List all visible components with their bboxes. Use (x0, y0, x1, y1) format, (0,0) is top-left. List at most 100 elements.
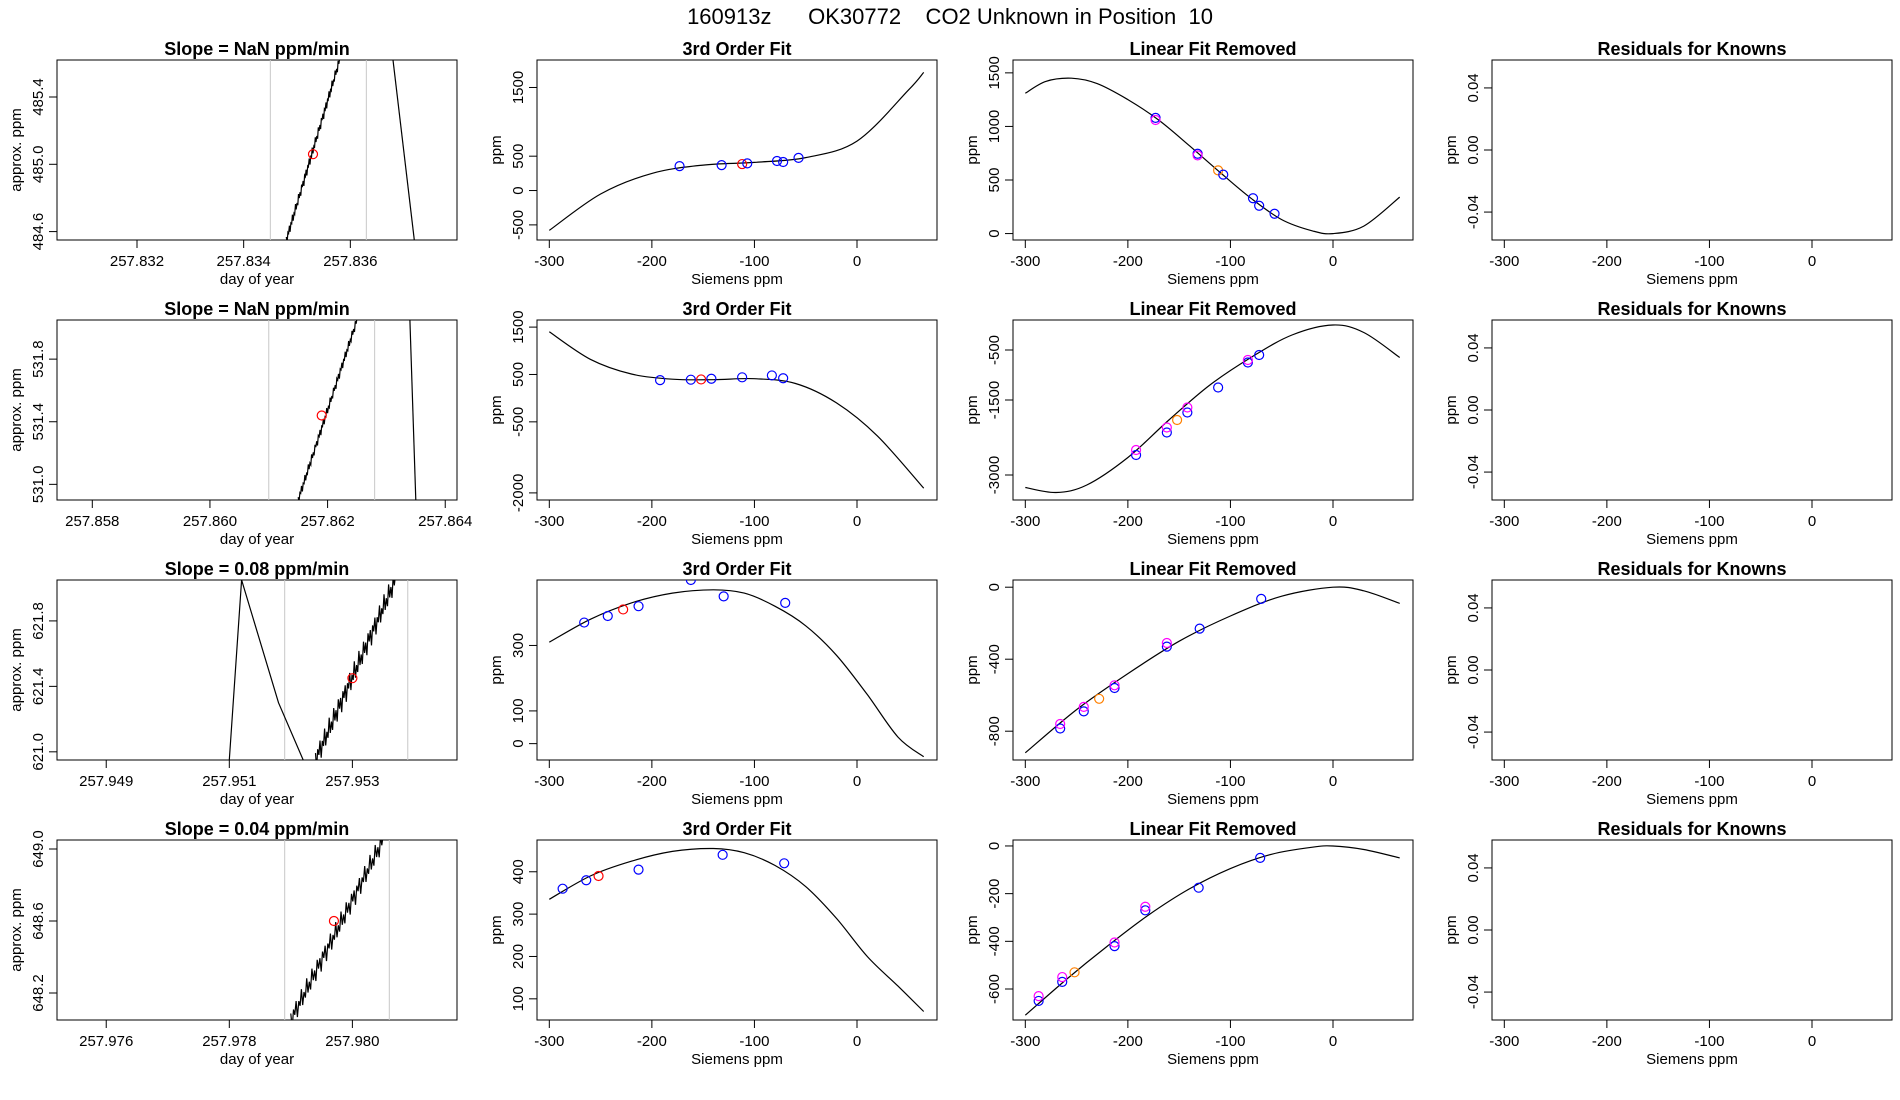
x-tick-label: 257.978 (202, 1033, 256, 1050)
y-tick-label: -3000 (986, 456, 1003, 494)
panel-title: Linear Fit Removed (1129, 559, 1296, 579)
y-tick-label: -0.04 (1465, 455, 1482, 489)
y-tick-label: 500 (986, 167, 1003, 192)
data-point (742, 158, 753, 169)
x-axis-label: Siemens ppm (691, 531, 783, 548)
y-tick-label: 531.4 (30, 403, 47, 441)
data-point (1109, 940, 1120, 952)
x-axis-label: day of year (220, 791, 294, 808)
plot-frame (1012, 839, 1414, 1021)
plot-frame (536, 59, 938, 241)
x-tick-label: -100 (1215, 773, 1245, 790)
y-tick-label: 648.2 (30, 974, 47, 1012)
data-point (618, 604, 629, 615)
panel: Slope = NaN ppm/min 257.858 257.860 257.862… (8, 299, 472, 548)
y-axis-label: ppm (964, 915, 981, 944)
data-point (1192, 150, 1203, 161)
panel-title: 3rd Order Fit (682, 559, 791, 579)
y-axis-label: ppm (488, 135, 505, 164)
x-tick-label: -200 (637, 513, 667, 530)
data-point (1055, 723, 1066, 734)
data-point (1172, 414, 1183, 426)
y-tick-label: 649.0 (30, 830, 47, 868)
data-point (1161, 427, 1172, 438)
y-tick-label: 400 (510, 859, 527, 884)
panel-title: Residuals for Knowns (1597, 299, 1786, 319)
data-point (602, 610, 613, 622)
data-point (633, 864, 644, 875)
data-point (1254, 200, 1265, 211)
measurement-trace-secondary (392, 60, 415, 240)
measurement-trace (285, 60, 341, 240)
x-tick-label: -100 (1694, 513, 1724, 530)
plot-area (549, 580, 925, 758)
y-tick-label: -0.04 (1465, 195, 1482, 229)
y-tick-label: 531.0 (30, 466, 47, 504)
x-tick-label: 0 (853, 253, 861, 270)
data-point (307, 149, 319, 160)
x-tick-label: -100 (1694, 773, 1724, 790)
plot-area (1025, 324, 1401, 494)
data-point (1033, 991, 1044, 1002)
y-tick-label: 0.00 (1465, 135, 1482, 164)
x-tick-label: 0 (1808, 253, 1816, 270)
y-axis-label: approx. ppm (8, 888, 25, 971)
panel: Slope = 0.08 ppm/min 257.949 257.951 257.95… (8, 559, 458, 808)
plot-frame (536, 839, 938, 1021)
x-axis-label: day of year (220, 271, 294, 288)
y-tick-label: 500 (510, 362, 527, 387)
measurement-trace-secondary (228, 580, 304, 760)
y-tick-label: -1500 (986, 381, 1003, 419)
x-axis-label: Siemens ppm (1167, 271, 1259, 288)
y-tick-label: 0 (986, 842, 1003, 850)
x-tick-label: 0 (1329, 773, 1337, 790)
data-point (696, 374, 707, 385)
data-point (1255, 852, 1266, 863)
x-tick-label: -300 (1489, 253, 1519, 270)
y-tick-label: 484.6 (30, 213, 47, 251)
plot-area (269, 60, 415, 240)
data-point (737, 158, 748, 170)
x-axis-label: Siemens ppm (1167, 531, 1259, 548)
x-tick-label: 257.860 (183, 513, 237, 530)
measurement-trace (290, 840, 384, 1020)
plot-frame (1491, 319, 1893, 501)
x-axis-label: Siemens ppm (1646, 791, 1738, 808)
y-tick-label: -800 (986, 716, 1003, 746)
panel-title: Slope = NaN ppm/min (164, 39, 350, 59)
data-point (766, 370, 777, 381)
data-point (1242, 354, 1253, 366)
x-tick-label: -100 (1215, 253, 1245, 270)
data-point (685, 374, 696, 385)
y-tick-label: 621.8 (30, 602, 47, 640)
y-axis-label: ppm (964, 135, 981, 164)
fit-curve (1024, 77, 1401, 235)
panel: Slope = 0.04 ppm/min 257.976 257.978 257.98… (8, 819, 458, 1068)
data-point (1078, 701, 1089, 713)
y-axis-label: ppm (488, 655, 505, 684)
data-point (1150, 114, 1161, 126)
data-point (1242, 357, 1253, 368)
plot-frame (56, 59, 458, 241)
data-point (1109, 682, 1120, 694)
data-point (685, 580, 696, 586)
x-axis-label: Siemens ppm (1167, 1051, 1259, 1068)
figure-title: 160913z OK30772 CO2 Unknown in Position … (687, 4, 1213, 29)
data-point (718, 591, 729, 602)
panel-title: 3rd Order Fit (682, 39, 791, 59)
x-tick-label: 0 (1808, 1033, 1816, 1050)
y-tick-label: 485.0 (30, 146, 47, 184)
y-tick-label: 0 (986, 583, 1003, 591)
data-point (793, 152, 804, 164)
data-point (778, 156, 789, 168)
plot-area (284, 840, 390, 1020)
x-axis-label: Siemens ppm (1646, 271, 1738, 288)
y-tick-label: 621.4 (30, 668, 47, 706)
plot-frame (1012, 319, 1414, 501)
y-tick-label: 0.00 (1465, 395, 1482, 424)
y-axis-label: ppm (1443, 135, 1460, 164)
x-tick-label: 257.980 (325, 1033, 379, 1050)
data-point (780, 597, 791, 609)
panel: 3rd Order Fit -300 -200 -100 0 -500 0 500 1500 Si… (488, 39, 938, 288)
